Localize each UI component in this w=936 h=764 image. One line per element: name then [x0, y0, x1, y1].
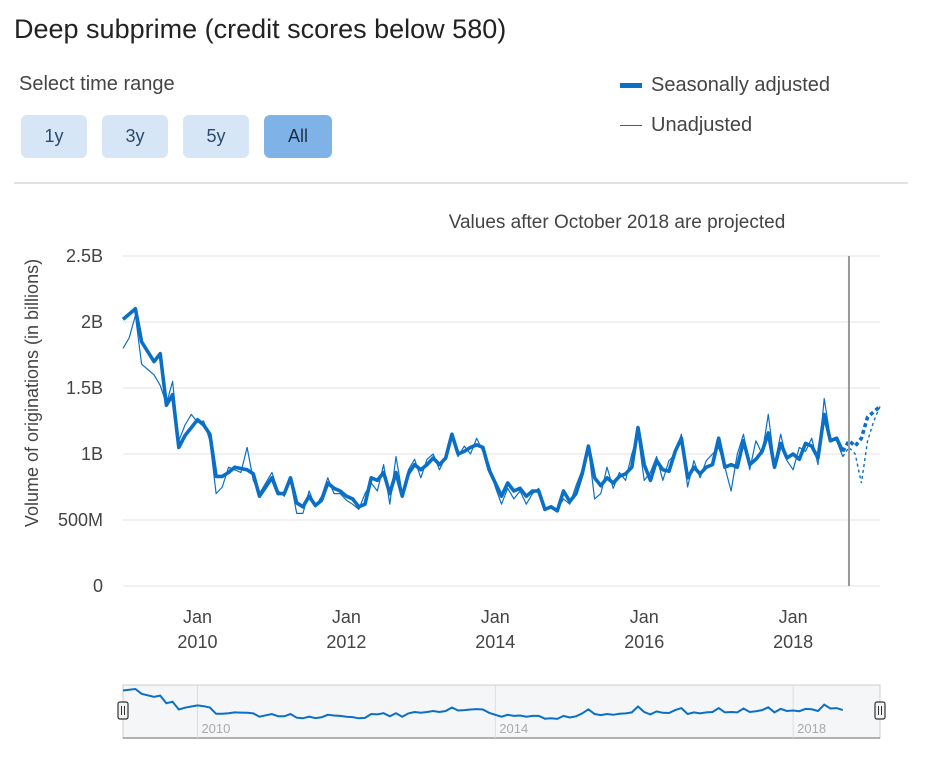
navigator-year-label: 2018 — [797, 721, 826, 736]
x-tick-month: Jan — [779, 607, 808, 627]
line-chart: Values after October 2018 are projected … — [22, 212, 886, 739]
projected-unadjusted-line — [842, 406, 881, 484]
y-axis-label: Volume of originations (in billions) — [22, 259, 42, 527]
projection-note: Values after October 2018 are projected — [449, 212, 786, 233]
legend-item-unadjusted[interactable]: Unadjusted — [620, 114, 752, 137]
y-tick-label: 2.5B — [66, 246, 103, 266]
time-range-label: Select time range — [19, 73, 175, 95]
navigator-handle-left[interactable] — [117, 701, 129, 720]
x-tick-month: Jan — [481, 607, 510, 627]
plot-area — [121, 256, 882, 586]
y-tick-label: 1.5B — [66, 378, 103, 398]
handle-grip-icon[interactable] — [117, 701, 129, 720]
range-button-3y[interactable]: 3y — [102, 115, 168, 158]
y-tick-label: 2B — [81, 312, 103, 332]
handle-grip-icon[interactable] — [874, 701, 886, 720]
projected-seasonally-adjusted-line — [841, 405, 882, 453]
y-tick-label: 1B — [81, 444, 103, 464]
chart-title: Deep subprime (credit scores below 580) — [14, 14, 507, 44]
y-tick-label: 0 — [93, 576, 103, 596]
x-tick-month: Jan — [332, 607, 361, 627]
legend-thin-line-icon — [620, 124, 642, 127]
navigator-series-line — [122, 687, 844, 720]
navigator-year-label: 2014 — [499, 721, 528, 736]
x-axis-ticks: Jan 2010 Jan 2012 Jan 2014 Jan 2016 Jan 2018 — [177, 607, 813, 652]
x-tick-year: 2010 — [177, 632, 217, 652]
y-tick-label: 500M — [58, 510, 103, 530]
series-seasonally-adjusted-line — [121, 307, 845, 513]
x-tick-year: 2016 — [624, 632, 664, 652]
x-tick-year: 2012 — [326, 632, 366, 652]
range-button-1y[interactable]: 1y — [21, 115, 87, 158]
range-button-all[interactable]: All — [264, 115, 332, 158]
legend-label-unadjusted: Unadjusted — [651, 114, 753, 136]
legend-item-seasonally-adjusted[interactable]: Seasonally adjusted — [620, 74, 830, 97]
navigator-year-label: 2010 — [201, 721, 230, 736]
range-button-5y[interactable]: 5y — [183, 115, 249, 158]
x-tick-year: 2014 — [475, 632, 515, 652]
legend-thick-line-icon — [620, 83, 642, 88]
gridlines — [123, 255, 880, 587]
x-tick-year: 2018 — [773, 632, 813, 652]
x-tick-month: Jan — [183, 607, 212, 627]
header-divider — [14, 182, 908, 184]
x-tick-month: Jan — [630, 607, 659, 627]
range-navigator[interactable]: 2010 2014 2018 — [117, 684, 886, 739]
series-unadjusted-line — [122, 314, 844, 514]
navigator-handle-right[interactable] — [874, 701, 886, 720]
legend-label-seasonally-adjusted: Seasonally adjusted — [651, 74, 831, 96]
y-axis-ticks: 0 500M 1B 1.5B 2B 2.5B — [58, 246, 103, 596]
